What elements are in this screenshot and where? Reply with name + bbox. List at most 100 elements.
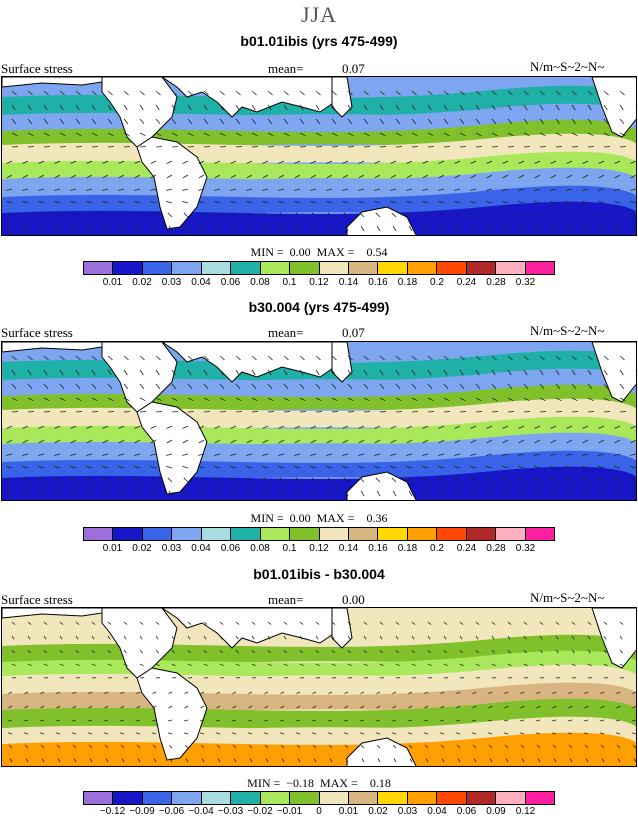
wind-vector <box>188 412 194 413</box>
panel-2-min-value: 0.00 <box>290 511 311 525</box>
panel-2-colorbar <box>83 527 555 541</box>
colorbar-label: 0.04 <box>191 277 210 288</box>
colorbar-swatch <box>496 262 525 274</box>
wind-vector <box>428 147 434 148</box>
wind-vector <box>204 147 210 148</box>
colorbar-swatch <box>526 262 554 274</box>
wind-vector <box>636 384 637 389</box>
wind-vector <box>332 412 338 413</box>
colorbar-swatch <box>261 262 290 274</box>
wind-vector <box>108 412 114 413</box>
panel-2-title: b30.004 (yrs 475-499) <box>0 299 638 315</box>
wind-vector <box>636 370 637 375</box>
wind-vector <box>28 147 34 148</box>
colorbar-swatch <box>172 792 201 804</box>
wind-vector <box>636 91 637 95</box>
panel-3-min-value: −0.18 <box>286 776 314 790</box>
colorbar-label: 0.24 <box>457 543 476 554</box>
colorbar-swatch <box>113 528 142 540</box>
wind-vector <box>92 147 98 148</box>
panel-3-colorbar <box>83 791 555 805</box>
colorbar-swatch <box>84 528 113 540</box>
colorbar-label: 0.04 <box>427 806 446 817</box>
wind-vector <box>252 412 258 413</box>
wind-vector <box>620 412 626 413</box>
colorbar-label: 0.1 <box>283 543 297 554</box>
wind-vector <box>636 412 637 413</box>
wind-vector <box>636 105 637 110</box>
wind-vector <box>124 147 130 148</box>
wind-vector <box>524 147 530 148</box>
colorbar-swatch <box>496 528 525 540</box>
panel-3-minmax: MIN = −0.18 MAX = 0.18 <box>0 776 638 791</box>
colorbar-swatch <box>467 262 496 274</box>
panel-1-max-label: MAX = <box>317 245 355 259</box>
colorbar-swatch <box>202 262 231 274</box>
colorbar-label: 0 <box>316 806 322 817</box>
panel-2-minmax: MIN = 0.00 MAX = 0.36 <box>0 511 638 526</box>
wind-vector <box>460 412 466 413</box>
colorbar-label: 0.03 <box>162 543 181 554</box>
colorbar-label: 0.28 <box>486 543 505 554</box>
wind-vector <box>44 147 50 148</box>
colorbar-swatch <box>290 528 319 540</box>
wind-vector <box>252 147 258 148</box>
colorbar-swatch <box>526 792 554 804</box>
panel-1-minmax: MIN = 0.00 MAX = 0.54 <box>0 245 638 260</box>
colorbar-label: 0.12 <box>516 806 535 817</box>
panel-1-min-value: 0.00 <box>290 245 311 259</box>
colorbar-label: 0.18 <box>398 277 417 288</box>
panel-1-min-label: MIN = <box>251 245 284 259</box>
wind-vector <box>92 412 98 413</box>
wind-vector <box>284 147 290 148</box>
colorbar-label: 0.18 <box>398 543 417 554</box>
wind-vector <box>636 636 637 639</box>
colorbar-swatch <box>408 262 437 274</box>
colorbar-swatch <box>349 528 378 540</box>
colorbar-swatch <box>261 528 290 540</box>
wind-vector <box>636 650 637 653</box>
figure-title: JJA <box>0 2 638 28</box>
colorbar-swatch <box>320 528 349 540</box>
panel-2-mean-value: 0.07 <box>342 325 365 341</box>
wind-vector <box>636 356 637 360</box>
wind-vector <box>492 147 498 148</box>
wind-vector <box>60 412 66 413</box>
colorbar-label: 0.08 <box>250 277 269 288</box>
colorbar-label: 0.06 <box>457 806 476 817</box>
wind-vector <box>636 147 637 148</box>
colorbar-label: −0.06 <box>159 806 184 817</box>
colorbar-label: −0.04 <box>188 806 213 817</box>
panel-1-units: N/m~S~2~N~ <box>530 59 604 75</box>
colorbar-swatch <box>408 528 437 540</box>
colorbar-swatch <box>408 792 437 804</box>
wind-vector <box>220 412 226 413</box>
wind-vector <box>76 412 82 413</box>
wind-vector <box>348 147 354 148</box>
panel-1-colorbar <box>83 261 555 275</box>
colorbar-label: 0.32 <box>516 277 535 288</box>
colorbar-label: 0.02 <box>368 806 387 817</box>
wind-vector <box>28 412 34 413</box>
wind-vector <box>636 119 637 124</box>
colorbar-label: 0.01 <box>103 543 122 554</box>
wind-vector <box>60 147 66 148</box>
colorbar-swatch <box>378 528 407 540</box>
colorbar-swatch <box>143 262 172 274</box>
colorbar-swatch <box>349 262 378 274</box>
wind-vector <box>300 147 306 148</box>
wind-vector <box>636 664 637 666</box>
wind-vector <box>316 147 322 148</box>
panel-3-mean-value: 0.00 <box>342 592 365 608</box>
wind-vector <box>268 412 274 413</box>
colorbar-label: −0.09 <box>129 806 154 817</box>
wind-vector <box>428 412 434 413</box>
wind-vector <box>396 147 402 148</box>
wind-vector <box>204 412 210 413</box>
panel-1-mean-label: mean= <box>268 61 303 77</box>
wind-vector <box>140 147 146 148</box>
colorbar-swatch <box>290 262 319 274</box>
